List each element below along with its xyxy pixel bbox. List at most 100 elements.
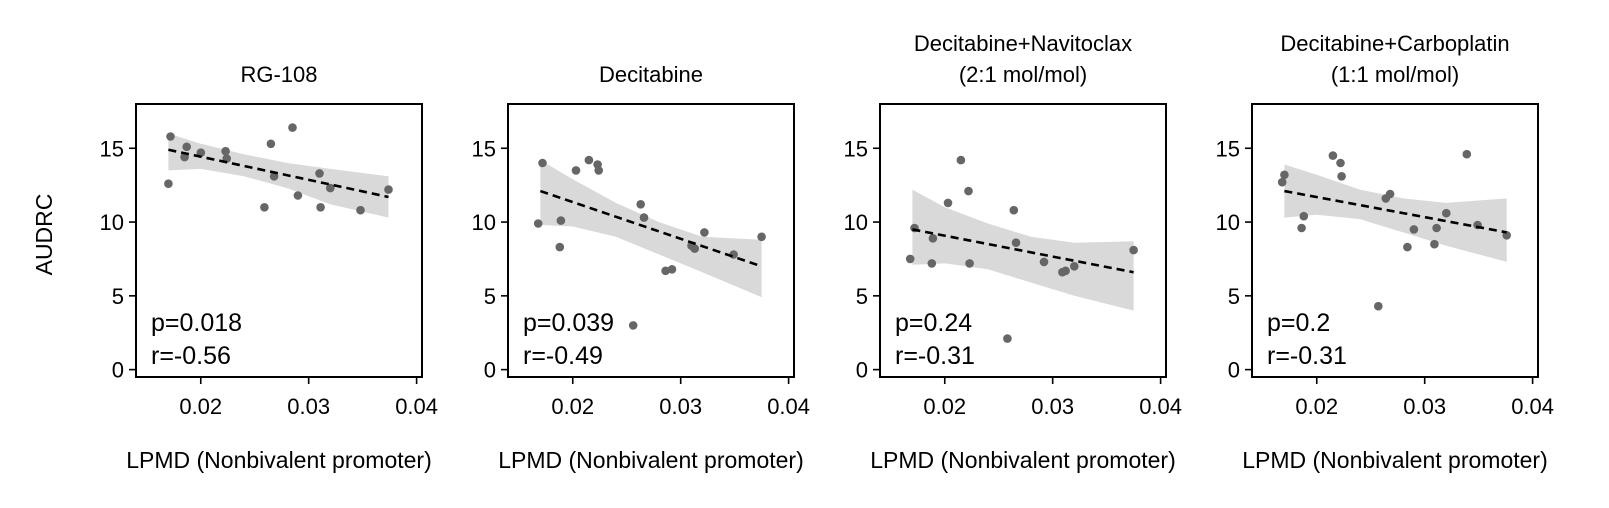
data-point xyxy=(533,219,543,228)
data-point xyxy=(1039,257,1049,267)
y-tick-label: 15 xyxy=(1216,136,1240,161)
panel-title: RG-108 xyxy=(240,62,317,87)
y-tick-label: 0 xyxy=(112,358,124,383)
data-point xyxy=(628,321,638,330)
x-axis-label: LPMD (Nonbivalent promoter) xyxy=(1242,447,1548,473)
data-point xyxy=(1442,208,1451,218)
panel-3: 0 5 10 15 0.02 0.03 0.04 Decitabine+Navitoclax (… xyxy=(844,31,1183,473)
data-point xyxy=(964,186,973,196)
data-point xyxy=(1280,170,1289,180)
stat-annotation: r=-0.31 xyxy=(895,342,975,370)
regression-line xyxy=(912,228,1134,274)
data-point xyxy=(260,203,269,212)
panel-title: Decitabine xyxy=(599,62,703,87)
plot-frame xyxy=(135,103,423,378)
y-tick-label: 10 xyxy=(844,210,868,235)
y-tick-label: 5 xyxy=(856,284,868,309)
data-point xyxy=(639,213,649,222)
y-tick-label: 15 xyxy=(844,136,868,161)
regression-line xyxy=(1284,189,1507,234)
data-point xyxy=(1009,205,1019,215)
data-point xyxy=(164,179,173,188)
stat-annotation: r=-0.56 xyxy=(151,342,231,370)
data-point xyxy=(927,259,937,268)
data-point xyxy=(556,216,566,225)
data-point xyxy=(928,234,938,243)
data-point xyxy=(1385,189,1395,199)
regression-line xyxy=(168,148,389,199)
data-point xyxy=(1299,211,1309,221)
data-point xyxy=(1061,266,1070,276)
data-point xyxy=(636,200,645,209)
data-point xyxy=(667,265,677,274)
confidence-band xyxy=(168,133,389,218)
y-tick-label: 10 xyxy=(1216,210,1240,235)
data-point xyxy=(293,191,303,200)
stat-annotation: p=0.039 xyxy=(523,309,614,337)
data-point xyxy=(1328,151,1338,160)
y-tick-label: 5 xyxy=(484,284,496,309)
x-tick-label: 0.02 xyxy=(551,394,594,419)
data-point xyxy=(1277,177,1287,187)
data-point xyxy=(316,203,325,212)
confidence-band xyxy=(540,160,762,298)
confidence-band xyxy=(912,189,1134,311)
data-point xyxy=(288,123,297,132)
panel-title: (2:1 mol/mol) xyxy=(959,62,1087,87)
x-tick-label: 0.04 xyxy=(1511,394,1554,419)
stat-annotation: p=0.018 xyxy=(151,309,242,337)
y-tick-label: 0 xyxy=(1228,358,1240,383)
data-point xyxy=(356,205,365,215)
x-tick-label: 0.03 xyxy=(1031,394,1074,419)
data-point xyxy=(1409,225,1419,234)
plot-frame xyxy=(1251,103,1539,378)
data-point xyxy=(538,158,547,168)
data-point xyxy=(384,185,393,194)
data-point xyxy=(1403,242,1412,252)
data-point xyxy=(1297,223,1306,233)
y-tick-label: 10 xyxy=(472,210,496,235)
data-point xyxy=(757,232,766,242)
data-point xyxy=(965,259,974,268)
panel-4: 0 5 10 15 0.02 0.03 0.04 Decitabine+Carboplatin… xyxy=(1216,31,1555,473)
data-point xyxy=(905,254,915,264)
panel-title: Decitabine+Carboplatin xyxy=(1280,31,1509,56)
data-point xyxy=(266,139,276,149)
stat-annotation: r=-0.31 xyxy=(1267,342,1347,370)
x-axis-label: LPMD (Nonbivalent promoter) xyxy=(498,447,804,473)
panel-2: 0 5 10 15 0.02 0.03 0.04 Decitabine p=0.039 r=-0.… xyxy=(472,62,811,473)
panel-title: Decitabine+Navitoclax xyxy=(914,31,1132,56)
data-point xyxy=(326,183,335,193)
x-tick-label: 0.02 xyxy=(923,394,966,419)
stat-annotation: r=-0.49 xyxy=(523,342,603,370)
x-tick-label: 0.02 xyxy=(1295,394,1338,419)
data-point xyxy=(166,132,175,141)
y-tick-label: 10 xyxy=(100,210,124,235)
data-point xyxy=(943,198,953,208)
y-axis-label: AUDRC xyxy=(31,194,57,276)
x-axis-label: LPMD (Nonbivalent promoter) xyxy=(126,447,432,473)
y-tick-label: 5 xyxy=(1228,284,1240,309)
data-point xyxy=(1430,239,1439,249)
data-point xyxy=(1011,238,1021,247)
data-point xyxy=(1129,245,1138,255)
x-axis-label: LPMD (Nonbivalent promoter) xyxy=(870,447,1176,473)
x-tick-label: 0.03 xyxy=(287,394,330,419)
data-point xyxy=(690,244,699,253)
x-tick-label: 0.02 xyxy=(179,394,222,419)
data-point xyxy=(182,142,191,152)
data-point xyxy=(196,148,206,157)
panel-title: (1:1 mol/mol) xyxy=(1331,62,1459,87)
y-tick-label: 15 xyxy=(100,136,124,161)
data-point xyxy=(700,228,709,237)
data-point xyxy=(1070,262,1079,271)
data-point xyxy=(571,166,581,175)
x-tick-label: 0.04 xyxy=(395,394,438,419)
plot-frame xyxy=(507,103,795,378)
plot-frame xyxy=(879,103,1167,378)
data-point xyxy=(1432,223,1441,233)
x-tick-label: 0.04 xyxy=(767,394,810,419)
data-point xyxy=(221,146,230,156)
data-point xyxy=(1462,149,1472,159)
